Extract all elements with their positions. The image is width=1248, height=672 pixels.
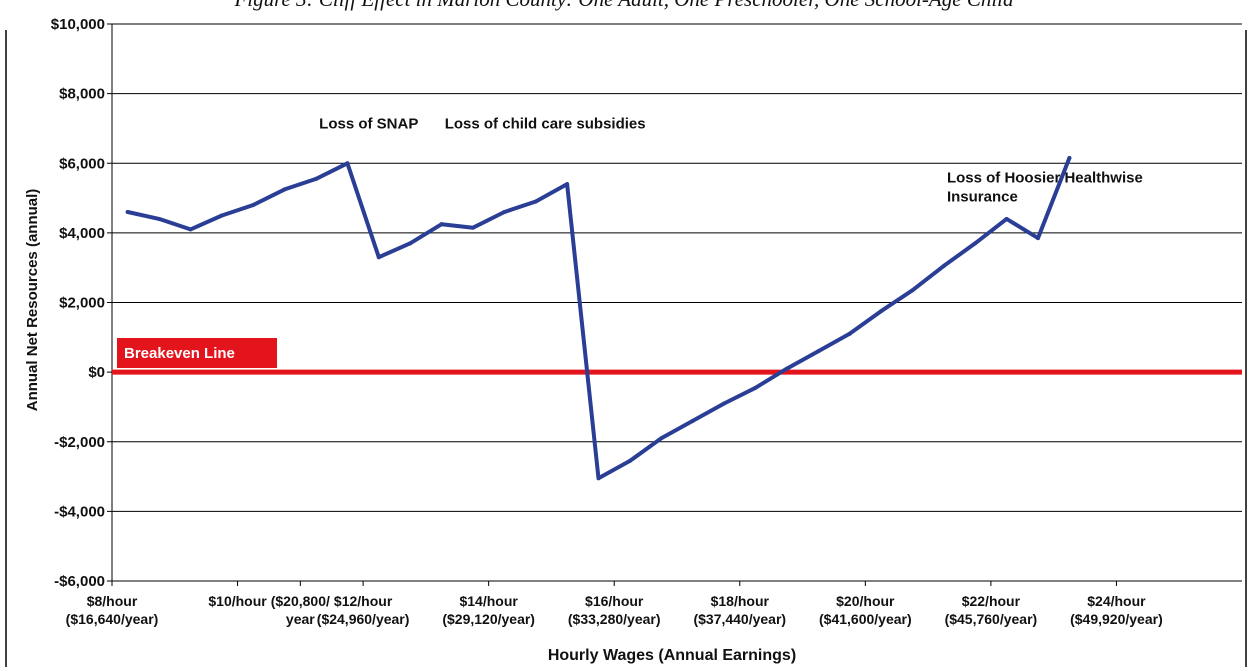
- x-tick-label: $16/hour: [585, 593, 644, 609]
- data-point: [690, 418, 695, 423]
- data-point: [188, 227, 193, 232]
- x-tick-label: $10/hour: [208, 593, 267, 609]
- y-tick-label: $4,000: [59, 225, 105, 242]
- y-tick-label: -$4,000: [54, 503, 105, 520]
- x-tick-label: ($41,600/year): [819, 611, 912, 627]
- data-point: [439, 222, 444, 227]
- data-point: [470, 225, 475, 230]
- x-tick-label: ($16,640/year): [66, 611, 159, 627]
- data-point: [565, 182, 570, 187]
- annotation-label: Loss of SNAP: [319, 115, 418, 132]
- data-point: [910, 288, 915, 293]
- annotations: Loss of SNAP Loss of child care subsidies…: [319, 115, 1143, 205]
- data-point: [1035, 236, 1040, 241]
- x-tick-label: $8/hour: [87, 593, 138, 609]
- data-point: [157, 216, 162, 221]
- x-tick-label: ($37,440/year): [693, 611, 786, 627]
- y-tick-label: -$2,000: [54, 434, 105, 451]
- data-point: [345, 161, 350, 166]
- y-axis-label: Annual Net Resources (annual): [24, 189, 41, 412]
- y-tick-label: $10,000: [51, 16, 105, 33]
- x-tick-label: ($49,920/year): [1070, 611, 1163, 627]
- data-point: [596, 476, 601, 481]
- data-point: [973, 241, 978, 246]
- y-tick-label: -$6,000: [54, 573, 105, 590]
- y-tick-label: $6,000: [59, 155, 105, 172]
- data-point: [659, 436, 664, 441]
- data-point: [847, 331, 852, 336]
- data-point: [502, 209, 507, 214]
- data-point: [408, 241, 413, 246]
- x-tick-label: ($24,960/year): [317, 611, 410, 627]
- data-point: [879, 309, 884, 314]
- x-axis-ticks: $8/hour ($16,640/year) $10/hour ($20,800/ye…: [66, 581, 1163, 627]
- x-tick-label: $18/hour: [711, 593, 770, 609]
- data-point: [376, 255, 381, 260]
- x-tick-label: ($45,760/year): [945, 611, 1038, 627]
- x-tick-label: $12/hour: [334, 593, 393, 609]
- series-group: [125, 156, 1072, 481]
- y-tick-label: $0: [88, 364, 105, 381]
- data-point: [941, 263, 946, 268]
- annotation-label: Loss of Hoosier Healthwise: [947, 169, 1143, 186]
- x-tick-label: ($33,280/year): [568, 611, 661, 627]
- x-tick-label: ($29,120/year): [442, 611, 535, 627]
- x-tick-label: $20/hour: [836, 593, 895, 609]
- data-point: [533, 199, 538, 204]
- data-point: [722, 401, 727, 406]
- data-point: [125, 209, 130, 214]
- x-tick-label: ($20,800/: [271, 593, 330, 609]
- y-tick-label: $2,000: [59, 295, 105, 312]
- x-tick-label: $22/hour: [962, 593, 1021, 609]
- x-tick-label: $24/hour: [1087, 593, 1146, 609]
- x-axis-label: Hourly Wages (Annual Earnings): [548, 647, 796, 664]
- data-point: [1067, 156, 1072, 161]
- data-point: [314, 176, 319, 181]
- figure-title: Figure 3: Cliff Effect in Marion County:…: [233, 0, 1014, 11]
- data-point: [627, 458, 632, 463]
- data-point: [251, 203, 256, 208]
- y-tick-label: $8,000: [59, 86, 105, 103]
- annotation-label: Loss of child care subsidies: [445, 115, 646, 132]
- annotation-label: Insurance: [947, 189, 1018, 206]
- x-tick-label: year: [286, 611, 315, 627]
- data-point: [753, 385, 758, 390]
- y-axis-ticks: -$6,000 -$4,000 -$2,000 $0 $2,000 $4,000 $6,00…: [51, 16, 112, 590]
- data-point: [784, 366, 789, 371]
- x-tick-label: $14/hour: [459, 593, 518, 609]
- data-point: [816, 349, 821, 354]
- data-point: [1004, 216, 1009, 221]
- data-point: [282, 187, 287, 192]
- breakeven-label: Breakeven Line: [124, 345, 235, 362]
- data-point: [219, 213, 224, 218]
- breakeven-reference: Breakeven Line: [112, 338, 1242, 375]
- breakeven-label-box: [117, 338, 277, 368]
